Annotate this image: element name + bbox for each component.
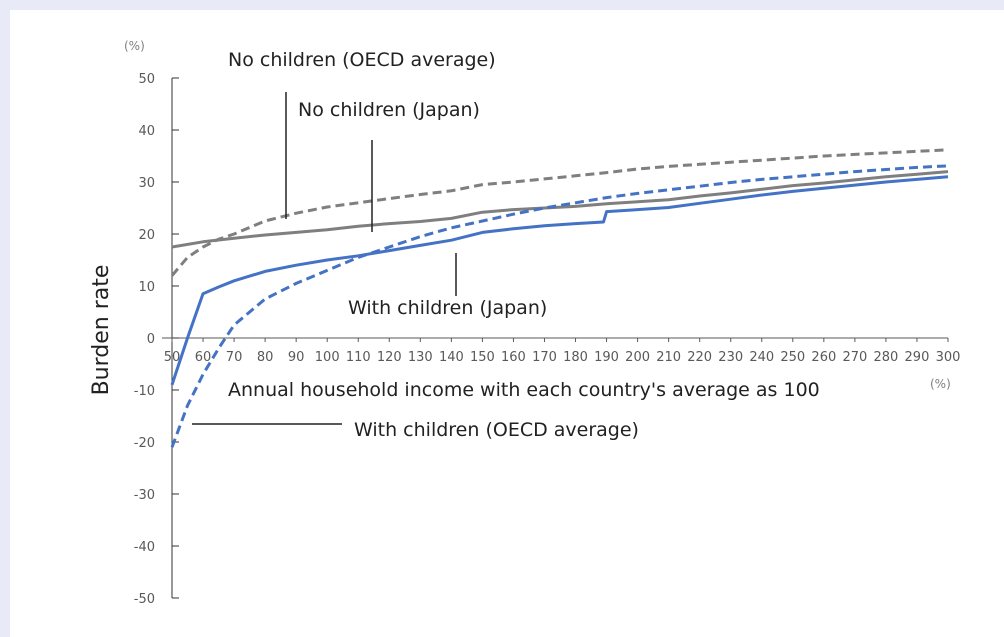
annotation-no-children-japan: No children (Japan) xyxy=(298,99,480,121)
x-unit-label: (%) xyxy=(930,377,951,391)
y-tick-label: -20 xyxy=(134,436,155,451)
x-tick-label: 110 xyxy=(346,350,371,365)
x-tick-label: 50 xyxy=(164,350,181,365)
y-tick-label: -30 xyxy=(134,488,155,503)
x-tick-label: 230 xyxy=(718,350,743,365)
x-tick-label: 180 xyxy=(563,350,588,365)
series-line-with-children-japan xyxy=(170,175,949,386)
annotation-with-children-japan: With children (Japan) xyxy=(348,297,547,319)
x-tick-label: 200 xyxy=(625,350,650,365)
x-tick-label: 80 xyxy=(257,350,274,365)
x-tick-label: 130 xyxy=(408,350,433,365)
x-tick-label: 210 xyxy=(656,350,681,365)
x-tick-label: 250 xyxy=(780,350,805,365)
x-tick-label: 300 xyxy=(936,350,961,365)
y-tick-label: -40 xyxy=(134,540,155,555)
x-tick-label: 150 xyxy=(470,350,495,365)
x-tick-label: 240 xyxy=(749,350,774,365)
x-tick-label: 100 xyxy=(315,350,340,365)
x-tick-label: 170 xyxy=(532,350,557,365)
series-line-no-children-japan xyxy=(171,170,949,249)
y-ticks: 50 40 30 20 10 0 -10 -20 -30 -40 -50 xyxy=(134,72,179,607)
x-tick-label: 90 xyxy=(288,350,305,365)
x-tick-label: 260 xyxy=(811,350,836,365)
annotation-leaders xyxy=(192,92,457,425)
y-tick-label: 40 xyxy=(138,124,155,139)
x-axis-title: Annual household income with each countr… xyxy=(228,379,820,401)
series-layer xyxy=(170,148,949,448)
x-tick-label: 160 xyxy=(501,350,526,365)
y-tick-label: -50 xyxy=(134,592,155,607)
x-tick-label: 60 xyxy=(195,350,212,365)
x-tick-label: 120 xyxy=(377,350,402,365)
chart-card: 50 40 30 20 10 0 -10 -20 -30 -40 -50 50 60 70 80 90 100… xyxy=(10,10,1004,637)
y-tick-label: -10 xyxy=(134,384,155,399)
series-line-with-children-oecd-average xyxy=(170,164,949,448)
y-tick-label: 0 xyxy=(147,332,155,347)
x-tick-label: 70 xyxy=(226,350,243,365)
y-unit-label: (%) xyxy=(124,39,145,53)
series-line-no-children-oecd-average xyxy=(170,148,949,277)
y-tick-label: 10 xyxy=(138,280,155,295)
annotation-with-children-oecd: With children (OECD average) xyxy=(354,419,639,441)
y-tick-label: 50 xyxy=(138,72,155,87)
annotation-no-children-oecd: No children (OECD average) xyxy=(228,49,496,71)
x-ticks: 50 60 70 80 90 100 110 120 130 140 150 160 170 180 190… xyxy=(164,338,961,365)
y-tick-label: 30 xyxy=(138,176,155,191)
x-tick-label: 190 xyxy=(594,350,619,365)
x-tick-label: 140 xyxy=(439,350,464,365)
x-tick-label: 290 xyxy=(905,350,930,365)
x-tick-label: 220 xyxy=(687,350,712,365)
y-tick-label: 20 xyxy=(138,228,155,243)
x-tick-label: 270 xyxy=(842,350,867,365)
y-axis-title: Burden rate xyxy=(89,265,114,396)
x-tick-label: 280 xyxy=(874,350,899,365)
